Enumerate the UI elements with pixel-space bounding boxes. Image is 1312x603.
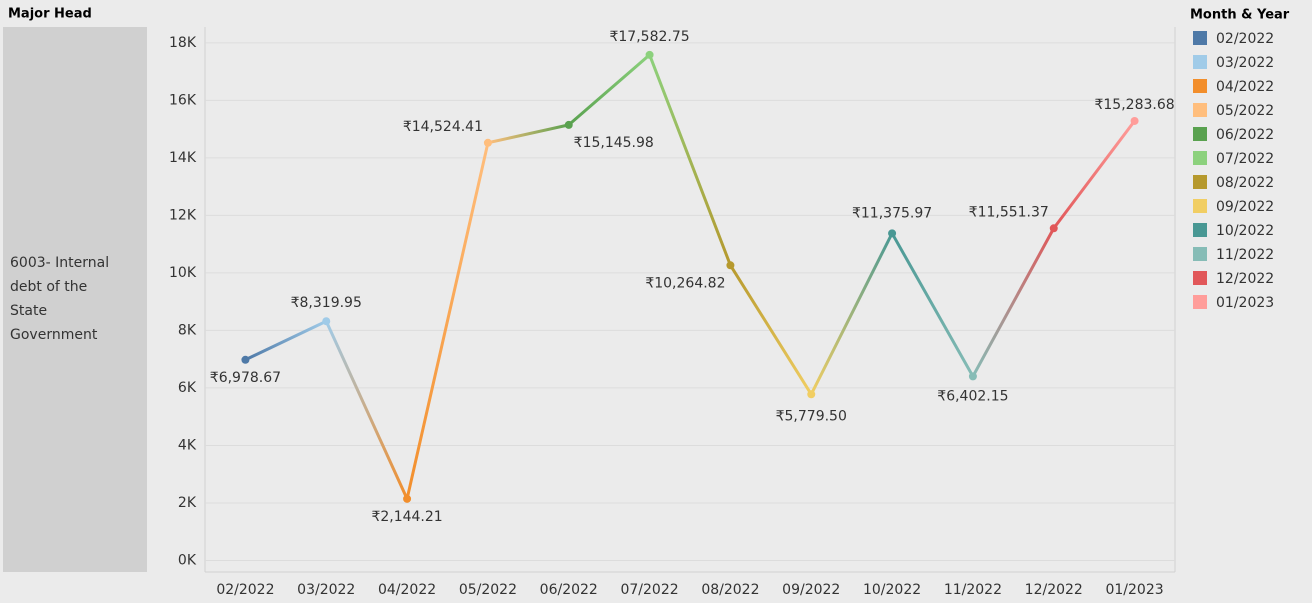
- point: [322, 317, 331, 326]
- x-tick-label: 04/2022: [378, 582, 436, 598]
- point: [807, 390, 816, 399]
- legend-label: 08/2022: [1216, 175, 1274, 191]
- legend-title: Month & Year: [1190, 8, 1290, 23]
- x-tick-label: 06/2022: [540, 582, 598, 598]
- legend-swatch: [1193, 127, 1207, 141]
- x-tick-label: 02/2022: [216, 582, 274, 598]
- x-tick-label: 07/2022: [620, 582, 678, 598]
- y-tick-label: 18K: [169, 35, 197, 51]
- legend-swatch: [1193, 271, 1207, 285]
- x-tick-label: 10/2022: [863, 582, 921, 598]
- legend-swatch: [1193, 295, 1207, 309]
- legend-label: 04/2022: [1216, 79, 1274, 95]
- x-tick-label: 05/2022: [459, 582, 517, 598]
- y-tick-label: 4K: [178, 437, 197, 453]
- row-header-panel: [3, 27, 147, 572]
- data-label: ₹8,319.95: [291, 295, 362, 311]
- legend-label: 11/2022: [1216, 247, 1274, 263]
- legend-label: 03/2022: [1216, 55, 1274, 71]
- line-segment: [486, 123, 571, 145]
- data-label: ₹6,978.67: [210, 370, 281, 386]
- legend-swatch: [1193, 199, 1207, 213]
- legend-label: 05/2022: [1216, 103, 1274, 119]
- legend-label: 10/2022: [1216, 223, 1274, 239]
- line-segment: [243, 319, 328, 362]
- point: [564, 120, 573, 129]
- legend-swatch: [1193, 55, 1207, 69]
- legend-swatch: [1193, 151, 1207, 165]
- y-tick-label: 6K: [178, 380, 197, 396]
- line-segment: [809, 231, 894, 396]
- x-tick-label: 08/2022: [701, 582, 759, 598]
- legend-label: 07/2022: [1216, 151, 1274, 167]
- point: [403, 494, 412, 503]
- data-label: ₹11,375.97: [852, 205, 932, 221]
- point: [241, 355, 250, 364]
- legend-label: 06/2022: [1216, 127, 1274, 143]
- legend-label: 12/2022: [1216, 271, 1274, 287]
- y-tick-label: 10K: [169, 265, 197, 281]
- line-segment: [728, 263, 813, 396]
- y-tick-label: 0K: [178, 552, 197, 568]
- line-segment: [405, 141, 490, 501]
- legend-swatch: [1193, 175, 1207, 189]
- data-label: ₹10,264.82: [645, 275, 725, 291]
- data-label: ₹15,283.68: [1094, 97, 1174, 113]
- line-segment: [324, 319, 409, 501]
- data-label: ₹17,582.75: [609, 29, 689, 45]
- legend-swatch: [1193, 79, 1207, 93]
- data-label: ₹11,551.37: [969, 204, 1049, 220]
- row-header: Major Head: [8, 7, 92, 22]
- x-tick-label: 01/2023: [1105, 582, 1163, 598]
- line-segment: [567, 53, 652, 127]
- point: [1049, 224, 1058, 233]
- y-tick-label: 8K: [178, 322, 197, 338]
- legend-swatch: [1193, 103, 1207, 117]
- point: [968, 372, 977, 381]
- line-segment: [648, 53, 732, 267]
- legend-label: 02/2022: [1216, 31, 1274, 47]
- data-label: ₹2,144.21: [371, 509, 442, 525]
- data-label: ₹6,402.15: [937, 388, 1008, 404]
- legend-swatch: [1193, 31, 1207, 45]
- point: [888, 229, 897, 238]
- x-tick-label: 11/2022: [944, 582, 1002, 598]
- y-tick-label: 16K: [169, 92, 197, 108]
- y-tick-label: 14K: [169, 150, 197, 166]
- point: [1130, 116, 1139, 125]
- x-tick-label: 12/2022: [1025, 582, 1083, 598]
- legend-swatch: [1193, 247, 1207, 261]
- y-tick-label: 2K: [178, 495, 197, 511]
- line-segment: [971, 226, 1056, 378]
- data-label: ₹14,524.41: [403, 119, 483, 135]
- point: [645, 50, 654, 59]
- data-label: ₹5,779.50: [776, 408, 847, 424]
- legend-swatch: [1193, 223, 1207, 237]
- point: [726, 261, 735, 270]
- data-label: ₹15,145.98: [574, 135, 654, 151]
- line-segment: [890, 231, 975, 378]
- legend-label: 09/2022: [1216, 199, 1274, 215]
- point: [483, 138, 492, 147]
- y-tick-label: 12K: [169, 207, 197, 223]
- legend-label: 01/2023: [1216, 295, 1274, 311]
- x-tick-label: 09/2022: [782, 582, 840, 598]
- x-tick-label: 03/2022: [297, 582, 355, 598]
- line-segment: [1052, 119, 1137, 230]
- row-label: 6003- Internal debt of the State Government: [10, 255, 109, 343]
